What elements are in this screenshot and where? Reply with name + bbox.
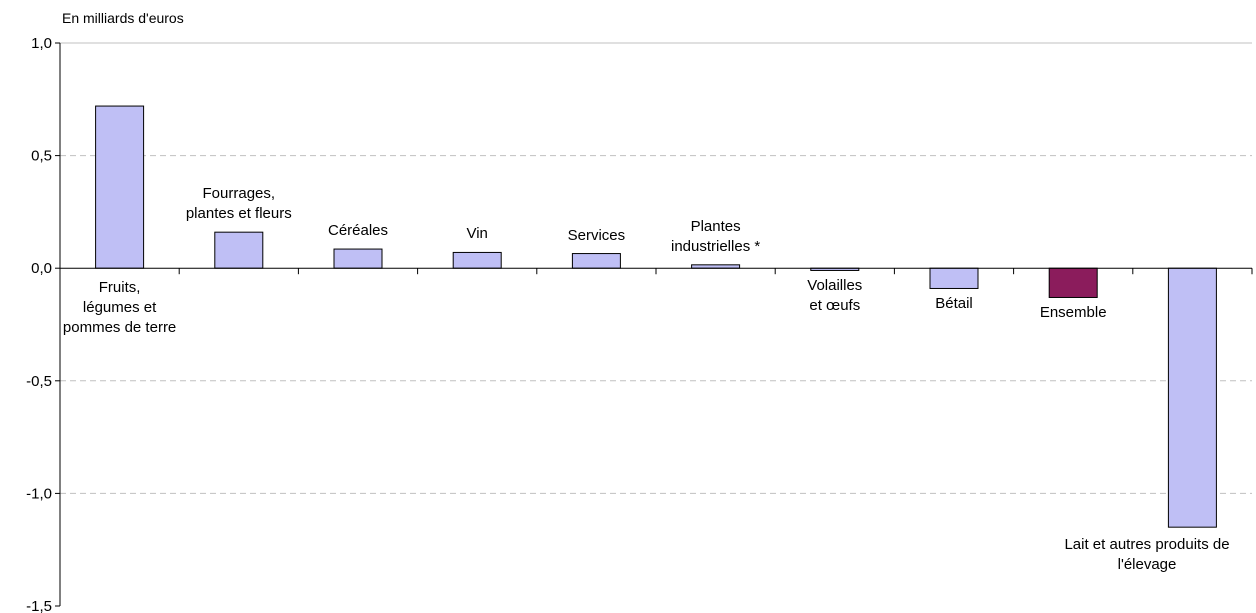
category-label-line: industrielles * [670, 237, 761, 255]
category-label: Volailles et œufs [807, 276, 862, 316]
bar [452, 251, 502, 269]
category-label-line: Ensemble [1039, 304, 1107, 322]
category-label-line: Fourrages, [202, 185, 276, 203]
bar [214, 231, 264, 269]
category-label-line: pommes de terre [62, 319, 177, 337]
y-tick-label: -1,5 [26, 598, 52, 613]
category-label: Vin [466, 224, 487, 244]
category-label: Bétail [935, 294, 973, 314]
bar [1167, 267, 1217, 528]
bar [571, 253, 621, 269]
category-label-line: Services [567, 226, 626, 244]
bar [1048, 267, 1098, 298]
category-label-line: Vin [466, 225, 488, 243]
category-label-line: Lait et autres produits de [1064, 536, 1230, 554]
category-label-line: plantes et fleurs [185, 205, 292, 223]
category-label-line: Bétail [935, 295, 973, 313]
category-label: Services [568, 226, 626, 246]
y-axis-unit-label: En milliards d'euros [62, 10, 184, 26]
category-label: Plantes industrielles * [671, 217, 760, 257]
bar [95, 105, 145, 269]
y-tick-label: 0,5 [31, 148, 52, 165]
y-tick-label: 0,0 [31, 260, 52, 277]
bar [333, 248, 383, 269]
category-label: Fruits, légumes et pommes de terre [63, 278, 176, 338]
category-label: Lait et autres produits de l'élevage [1064, 535, 1229, 575]
y-tick-label: -1,0 [26, 485, 52, 502]
category-label-line: Plantes [690, 217, 741, 235]
y-tick-label: -0,5 [26, 373, 52, 390]
category-label-line: Volailles [807, 277, 863, 295]
category-label-line: Fruits, [98, 279, 141, 297]
bar [929, 267, 979, 289]
category-label-line: légumes et [82, 299, 157, 317]
bar [691, 264, 741, 269]
category-label-line: Céréales [327, 222, 389, 240]
category-label: Fourrages, plantes et fleurs [186, 184, 292, 224]
category-label: Céréales [328, 221, 388, 241]
y-tick-label: 1,0 [31, 35, 52, 52]
category-label: Ensemble [1040, 303, 1107, 323]
category-label-line: et œufs [809, 297, 861, 315]
category-label-line: l'élevage [1117, 556, 1177, 574]
